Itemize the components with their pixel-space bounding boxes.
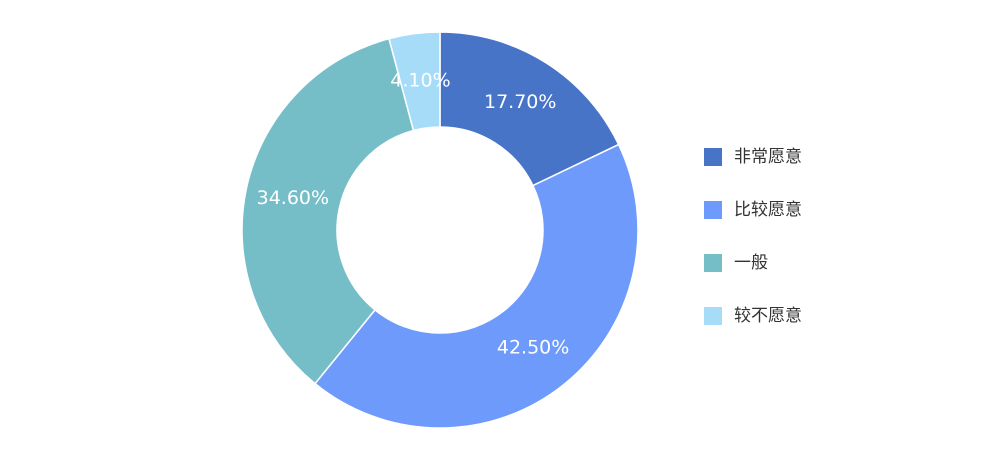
legend-swatch [704, 201, 722, 219]
value-label: 17.70% [484, 91, 556, 113]
legend-label: 较不愿意 [734, 306, 802, 326]
legend-label: 一般 [734, 253, 768, 273]
donut-segment [388, 31, 441, 132]
donut-segment [241, 37, 415, 385]
value-label: 42.50% [497, 337, 569, 359]
legend-label: 非常愿意 [734, 147, 802, 167]
donut-segment [313, 143, 639, 429]
legend-label: 比较愿意 [734, 200, 802, 220]
value-label: 34.60% [257, 187, 329, 209]
value-label: 4.10% [390, 69, 450, 91]
legend-swatch [704, 254, 722, 272]
legend-swatch [704, 307, 722, 325]
legend-swatch [704, 148, 722, 166]
donut-segment [439, 31, 620, 187]
